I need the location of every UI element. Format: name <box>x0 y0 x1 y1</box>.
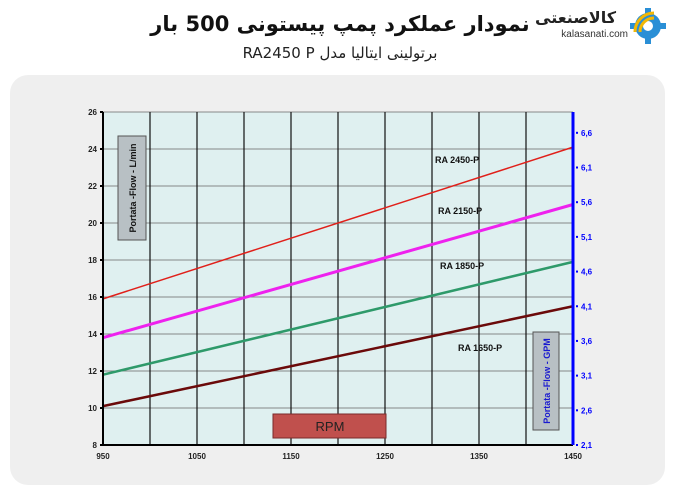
y-tick-label: 12 <box>88 367 97 376</box>
series-label: RA 2450-P <box>435 155 479 165</box>
y-axis-right-label: Portata -Flow - GPM <box>542 338 552 424</box>
y-tick-label: 20 <box>88 219 97 228</box>
y-tick <box>100 148 103 150</box>
y-tick <box>100 407 103 409</box>
y-axis-label-box: Portata -Flow - L/min <box>117 135 147 241</box>
y-tick-label: 8 <box>93 441 98 450</box>
x-axis-label: RPM <box>316 419 345 434</box>
x-axis-label-box: RPM <box>272 413 387 439</box>
series-line <box>102 146 574 300</box>
y-right-tick-label: 4,1 <box>581 302 593 311</box>
y-right-tick-label: 2,6 <box>581 406 593 415</box>
y-right-tick <box>576 339 578 342</box>
y-tick <box>100 370 103 372</box>
y-tick <box>100 333 103 335</box>
logo-name: کالاصنعتی <box>535 8 616 27</box>
logo[interactable]: کالاصنعتی kalasanati.com <box>535 4 668 44</box>
y-right-tick <box>576 131 578 134</box>
y-tick <box>100 222 103 224</box>
series-label: RA 2150-P <box>438 206 482 216</box>
series-label: RA 1850-P <box>440 261 484 271</box>
y-tick <box>100 296 103 298</box>
series-line <box>102 260 574 376</box>
series-line <box>102 203 574 340</box>
y-right-tick <box>576 409 578 412</box>
y-right-tick <box>576 374 578 377</box>
y-right-tick <box>576 201 578 204</box>
y-right-tick-label: 6,6 <box>581 129 593 138</box>
y-tick <box>100 111 103 113</box>
y-right-tick <box>576 235 578 238</box>
x-tick-label: 1450 <box>564 452 582 461</box>
y-right-tick <box>576 270 578 273</box>
x-tick-label: 950 <box>96 452 110 461</box>
page-title: نمودار عملکرد پمپ پیستونی 500 بار <box>150 12 530 36</box>
page-subtitle: برتولینی ایتالیا مدل RA2450 P <box>242 44 438 62</box>
y-tick <box>100 185 103 187</box>
y-tick-label: 26 <box>88 108 97 117</box>
logo-domain: kalasanati.com <box>561 29 628 40</box>
y-tick-label: 18 <box>88 256 97 265</box>
y-tick-label: 24 <box>88 145 97 154</box>
y-right-tick-label: 4,6 <box>581 268 593 277</box>
y-axis-right-label-box: Portata -Flow - GPM <box>532 331 560 431</box>
series-line <box>102 305 574 408</box>
y-right-tick <box>576 444 578 446</box>
y-axis-label: Portata -Flow - L/min <box>128 144 138 233</box>
x-tick-label: 1050 <box>188 452 206 461</box>
y-tick-label: 10 <box>88 404 97 413</box>
y-right-tick <box>576 305 578 308</box>
y-right-tick-label: 3,6 <box>581 337 593 346</box>
y-tick-label: 14 <box>88 330 97 339</box>
x-tick-label: 1350 <box>470 452 488 461</box>
y-right-tick-label: 5,6 <box>581 198 593 207</box>
y-right-tick-label: 3,1 <box>581 372 593 381</box>
y-right-tick <box>576 166 578 169</box>
x-tick-label: 1250 <box>376 452 394 461</box>
x-tick-label: 1150 <box>282 452 300 461</box>
gear-wifi-icon <box>630 8 666 44</box>
y-right-tick-label: 5,1 <box>581 233 593 242</box>
y-tick-label: 16 <box>88 293 97 302</box>
y-tick <box>100 444 103 446</box>
y-right-tick-label: 6,1 <box>581 164 593 173</box>
y-tick <box>100 259 103 261</box>
series-label: RA 1650-P <box>458 343 502 353</box>
y-tick-label: 22 <box>88 182 97 191</box>
y-right-tick-label: 2,1 <box>581 441 593 450</box>
